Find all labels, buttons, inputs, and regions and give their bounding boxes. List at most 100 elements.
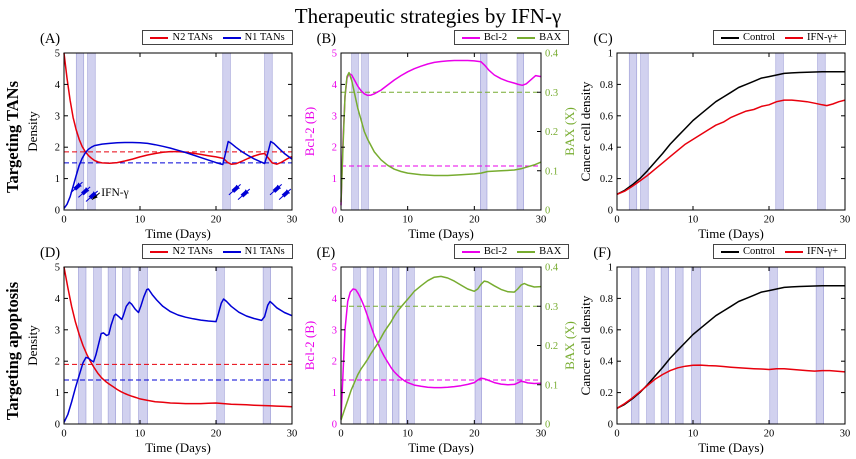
series-control bbox=[617, 71, 846, 195]
x-tick-label: 0 bbox=[338, 215, 343, 226]
y-tick-label: 5 bbox=[331, 49, 336, 60]
panel-b: (B) Bcl-2 BAX 0 10 20 30 0 1 2 3 4 5 0 0.1 0.2 0.3 0.4 T… bbox=[303, 30, 580, 244]
syringe-icon bbox=[78, 186, 91, 198]
y-tick-label: 3 bbox=[55, 325, 60, 336]
legend-item-bcl-2: Bcl-2 bbox=[461, 246, 508, 257]
y-tick-label: 0 bbox=[331, 206, 336, 217]
treatment-band bbox=[631, 266, 640, 425]
figure-title: Therapeutic strategies by IFN-γ bbox=[294, 4, 562, 28]
legend-item-control: Control bbox=[720, 32, 776, 43]
legend-line-sample bbox=[461, 250, 480, 253]
y2-axis-label: BAX (X) bbox=[562, 107, 577, 156]
series-ifn bbox=[617, 99, 846, 195]
y-tick-label: 1 bbox=[331, 174, 336, 185]
chart-c: 0 10 20 30 0 0.2 0.4 0.6 0.8 1 Time (Days) Cancer c… bbox=[579, 49, 850, 242]
y-tick-label: 3 bbox=[331, 325, 336, 336]
x-tick-label: 20 bbox=[469, 429, 480, 440]
x-tick-label: 20 bbox=[764, 429, 775, 440]
axes-box bbox=[63, 52, 293, 211]
y-axis-label: Density bbox=[26, 325, 40, 366]
treatment-band bbox=[78, 266, 87, 425]
syringe-icon bbox=[85, 190, 99, 202]
legend-line-sample bbox=[785, 250, 804, 253]
legend-label: BAX bbox=[539, 32, 562, 43]
y2-tick-label: 0.4 bbox=[545, 49, 559, 60]
y-axis-label: Cancer cell density bbox=[579, 295, 593, 395]
legend-label: N1 TANs bbox=[244, 32, 285, 43]
y2-tick-label: 0.1 bbox=[545, 166, 558, 177]
legend-item-n2-tans: N2 TANs bbox=[150, 246, 213, 257]
treatment-band bbox=[391, 266, 399, 425]
y-tick-label: 0 bbox=[55, 420, 60, 431]
y-tick-label: 1 bbox=[55, 388, 60, 399]
treatment-band bbox=[661, 266, 670, 425]
y-tick-label: 3 bbox=[331, 111, 336, 122]
row-label-targeting-tans: Targeting TANs bbox=[0, 30, 26, 244]
x-tick-label: 10 bbox=[402, 215, 413, 226]
x-axis-label: Time (Days) bbox=[145, 440, 211, 455]
panel-f: (F) Control IFN-γ+ 0 10 20 30 0 0.2 0.4 0.6 0.8 1 T… bbox=[579, 244, 856, 458]
series-n2-tans bbox=[63, 52, 293, 165]
panel-a: (A) N2 TANs N1 TANs 0 10 20 30 0 1 2 3 4 5 Time (Da… bbox=[26, 30, 303, 244]
x-tick-label: 20 bbox=[764, 215, 775, 226]
legend-label: IFN-γ+ bbox=[807, 32, 839, 43]
y-tick-label: 5 bbox=[331, 263, 336, 274]
legend-c: Control IFN-γ+ bbox=[712, 30, 847, 45]
treatment-band bbox=[516, 52, 524, 211]
legend-label: Bcl-2 bbox=[483, 246, 508, 257]
legend-line-sample bbox=[785, 36, 804, 39]
y-tick-label: 4 bbox=[331, 80, 337, 91]
y-tick-label: 0.8 bbox=[600, 80, 613, 91]
y-tick-label: 2 bbox=[331, 357, 336, 368]
y-tick-label: 1 bbox=[331, 388, 336, 399]
x-tick-label: 10 bbox=[402, 429, 413, 440]
legend-line-sample bbox=[150, 250, 169, 253]
syringe-icon bbox=[237, 188, 251, 200]
legend-label: BAX bbox=[539, 246, 562, 257]
syringe-icon bbox=[269, 183, 283, 196]
y-axis-label: Density bbox=[26, 111, 40, 152]
legend-item-bax: BAX bbox=[517, 32, 561, 43]
legend-item-n2-tans: N2 TANs bbox=[150, 32, 213, 43]
treatment-band bbox=[87, 52, 96, 211]
panel-c: (C) Control IFN-γ+ 0 10 20 30 0 0.2 0.4 0.6 0.8 1 T… bbox=[579, 30, 856, 244]
panel-letter-f: (F) bbox=[593, 245, 612, 261]
y-axis-label: Cancer cell density bbox=[579, 81, 593, 181]
treatment-band bbox=[816, 266, 825, 425]
row-label-text: Targeting TANs bbox=[3, 80, 22, 194]
chart-a: 0 10 20 30 0 1 2 3 4 5 Time (Days) Density IFN-γ bbox=[26, 49, 297, 242]
x-tick-label: 0 bbox=[61, 429, 66, 440]
legend-line-sample bbox=[222, 36, 241, 39]
y2-tick-label: 0.2 bbox=[545, 127, 558, 138]
legend-label: IFN-γ+ bbox=[807, 246, 839, 257]
x-axis-label: Time (Days) bbox=[408, 226, 474, 241]
y-tick-label: 2 bbox=[55, 143, 60, 154]
legend-b: Bcl-2 BAX bbox=[453, 30, 570, 45]
treatment-band bbox=[222, 52, 231, 211]
treatment-band bbox=[640, 52, 649, 211]
y2-tick-label: 0.1 bbox=[545, 380, 558, 391]
treatment-band bbox=[646, 266, 655, 425]
y2-tick-label: 0.2 bbox=[545, 341, 558, 352]
legend-label: N2 TANs bbox=[172, 246, 213, 257]
syringe-icon bbox=[278, 188, 292, 200]
y2-tick-label: 0.3 bbox=[545, 88, 558, 99]
axes-box bbox=[340, 52, 542, 211]
legend-label: Control bbox=[742, 32, 776, 43]
legend-line-sample bbox=[517, 36, 536, 39]
panel-letter-a: (A) bbox=[40, 31, 61, 47]
legend-line-sample bbox=[517, 250, 536, 253]
y2-tick-label: 0 bbox=[545, 206, 550, 217]
y-tick-label: 3 bbox=[55, 111, 60, 122]
y2-tick-label: 0.4 bbox=[545, 263, 559, 274]
x-tick-label: 0 bbox=[338, 429, 343, 440]
treatment-band bbox=[107, 266, 116, 425]
y-tick-label: 1 bbox=[55, 174, 60, 185]
y-tick-label: 0 bbox=[331, 420, 336, 431]
axes-box bbox=[63, 266, 293, 425]
row-targeting-tans: Targeting TANs (A) N2 TANs N1 TANs 0 10 20 3… bbox=[0, 30, 856, 244]
legend-item-n1-tans: N1 TANs bbox=[222, 246, 285, 257]
x-tick-label: 20 bbox=[211, 215, 222, 226]
treatment-band bbox=[264, 52, 273, 211]
